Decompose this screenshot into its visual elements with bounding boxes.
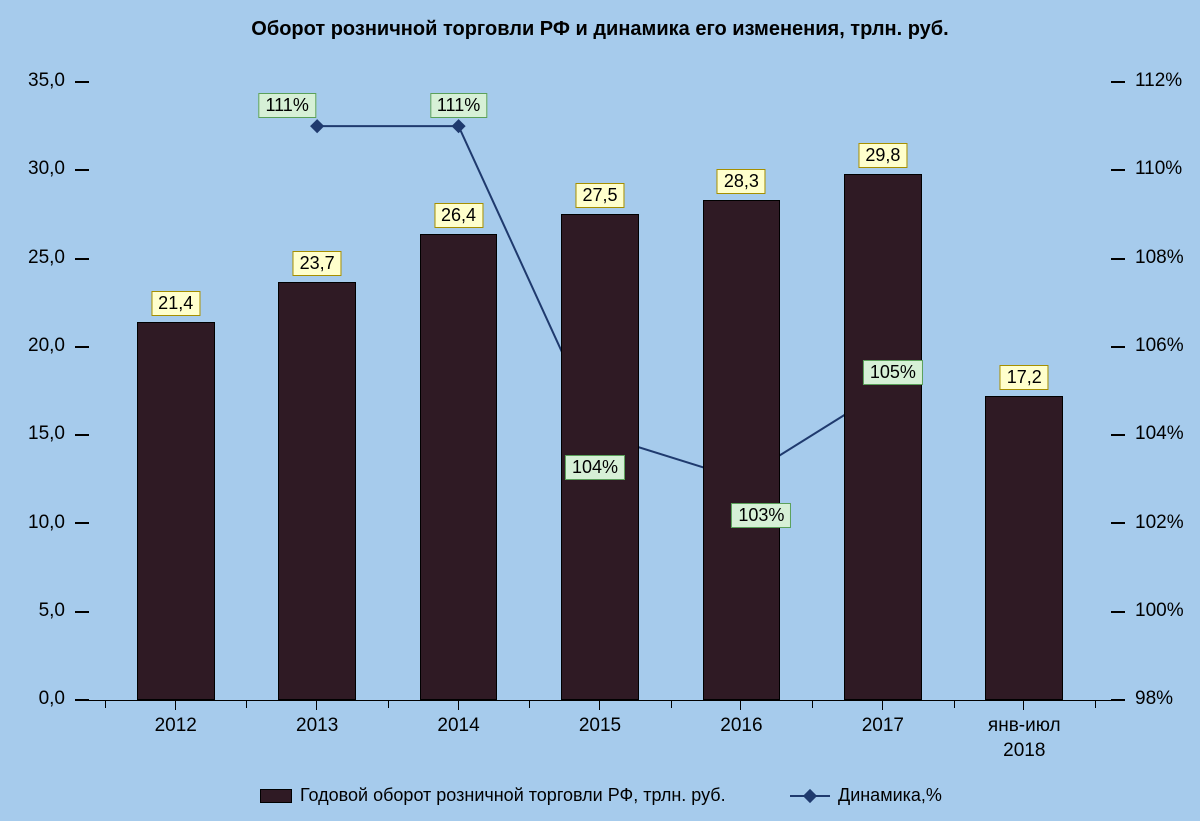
y-right-label: 102%	[1135, 512, 1184, 534]
chart-title: Оборот розничной торговли РФ и динамика …	[0, 18, 1200, 41]
x-slot-tick	[105, 700, 106, 708]
x-slot-tick	[954, 700, 955, 708]
bar	[278, 282, 356, 700]
y-right-tick	[1111, 434, 1125, 436]
x-category-label: 2012	[155, 714, 197, 739]
legend-line-marker	[790, 795, 830, 797]
line-value-label: 103%	[731, 503, 791, 528]
y-left-label: 0,0	[39, 688, 65, 710]
y-right-tick	[1111, 81, 1125, 83]
x-category-label: 2016	[720, 714, 762, 739]
bar	[844, 174, 922, 700]
x-tick	[882, 700, 883, 710]
y-right-tick	[1111, 611, 1125, 613]
y-left-label: 35,0	[28, 70, 65, 92]
bar-value-label: 23,7	[293, 251, 342, 276]
y-right-label: 100%	[1135, 600, 1184, 622]
y-right-label: 104%	[1135, 423, 1184, 445]
bar-value-label: 26,4	[434, 203, 483, 228]
bar-value-label: 28,3	[717, 169, 766, 194]
chart-container: Оборот розничной торговли РФ и динамика …	[0, 0, 1200, 821]
line-value-label: 105%	[863, 360, 923, 385]
bar-value-label: 17,2	[1000, 365, 1049, 390]
x-tick	[599, 700, 600, 710]
y-right-label: 112%	[1135, 70, 1182, 92]
x-slot-tick	[1095, 700, 1096, 708]
line-value-label: 104%	[565, 455, 625, 480]
x-slot-tick	[812, 700, 813, 708]
x-tick	[458, 700, 459, 710]
y-left-tick	[75, 81, 89, 83]
bar	[420, 234, 498, 700]
y-left-label: 30,0	[28, 158, 65, 180]
y-right-label: 98%	[1135, 688, 1173, 710]
y-left-label: 15,0	[28, 423, 65, 445]
y-right-tick	[1111, 169, 1125, 171]
y-left-tick	[75, 611, 89, 613]
line-value-label: 111%	[430, 93, 487, 118]
y-left-tick	[75, 522, 89, 524]
y-right-label: 110%	[1135, 158, 1182, 180]
x-slot-tick	[246, 700, 247, 708]
y-left-label: 5,0	[39, 600, 65, 622]
bar	[985, 396, 1063, 700]
bar	[137, 322, 215, 700]
legend-bar-label: Годовой оборот розничной торговли РФ, тр…	[300, 785, 726, 806]
bar-value-label: 21,4	[151, 291, 200, 316]
y-right-tick	[1111, 346, 1125, 348]
x-tick	[740, 700, 741, 710]
x-category-label: 2013	[296, 714, 338, 739]
legend-bar-swatch	[260, 789, 292, 803]
y-left-tick	[75, 434, 89, 436]
y-right-tick	[1111, 522, 1125, 524]
legend-line: Динамика,%	[790, 785, 942, 806]
bar-value-label: 27,5	[575, 183, 624, 208]
x-axis-line	[75, 700, 1125, 701]
y-left-tick	[75, 346, 89, 348]
x-category-label: янв-июл 2018	[988, 714, 1061, 763]
x-category-label: 2015	[579, 714, 621, 739]
y-left-tick	[75, 258, 89, 260]
line-marker	[310, 119, 324, 133]
y-right-label: 106%	[1135, 335, 1184, 357]
plot-area	[105, 82, 1095, 700]
legend-line-label: Динамика,%	[838, 785, 942, 806]
x-tick	[175, 700, 176, 710]
legend-bar: Годовой оборот розничной торговли РФ, тр…	[260, 785, 726, 806]
x-category-label: 2014	[437, 714, 479, 739]
x-category-label: 2017	[862, 714, 904, 739]
bar-value-label: 29,8	[858, 143, 907, 168]
x-slot-tick	[388, 700, 389, 708]
bar	[703, 200, 781, 700]
x-slot-tick	[529, 700, 530, 708]
y-left-label: 10,0	[28, 512, 65, 534]
x-tick	[1023, 700, 1024, 710]
line-value-label: 111%	[258, 93, 315, 118]
y-left-label: 20,0	[28, 335, 65, 357]
x-slot-tick	[671, 700, 672, 708]
y-left-tick	[75, 169, 89, 171]
line-marker	[452, 119, 466, 133]
x-tick	[316, 700, 317, 710]
y-right-label: 108%	[1135, 247, 1184, 269]
y-left-label: 25,0	[28, 247, 65, 269]
y-right-tick	[1111, 258, 1125, 260]
